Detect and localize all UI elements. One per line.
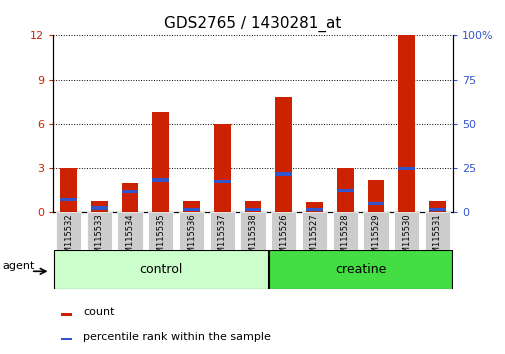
FancyBboxPatch shape — [209, 212, 234, 250]
FancyBboxPatch shape — [424, 212, 449, 250]
FancyBboxPatch shape — [240, 212, 265, 250]
Bar — [152, 178, 169, 182]
Bar — [306, 202, 322, 212]
Text: GSM115538: GSM115538 — [248, 213, 257, 264]
Bar — [244, 208, 261, 211]
Bar — [244, 201, 261, 212]
Text: GSM115528: GSM115528 — [340, 213, 349, 264]
Bar — [61, 338, 72, 341]
Bar — [54, 250, 267, 289]
Text: GSM115530: GSM115530 — [401, 213, 411, 264]
Text: GSM115531: GSM115531 — [432, 213, 441, 264]
Bar — [397, 166, 415, 170]
Bar — [336, 189, 353, 192]
Bar — [367, 202, 384, 205]
Bar — [60, 168, 77, 212]
Text: count: count — [83, 307, 115, 317]
FancyBboxPatch shape — [179, 212, 204, 250]
Bar — [269, 250, 451, 289]
Bar — [428, 201, 445, 212]
FancyBboxPatch shape — [86, 212, 112, 250]
Text: percentile rank within the sample: percentile rank within the sample — [83, 332, 271, 342]
Bar — [90, 206, 108, 210]
Text: GSM115527: GSM115527 — [310, 213, 318, 264]
Bar — [336, 168, 353, 212]
Bar — [275, 172, 291, 176]
Bar — [183, 208, 199, 211]
Bar — [367, 180, 384, 212]
Text: GSM115529: GSM115529 — [371, 213, 380, 264]
FancyBboxPatch shape — [56, 212, 81, 250]
Bar — [428, 208, 445, 211]
Text: GSM115533: GSM115533 — [94, 213, 104, 264]
Bar — [214, 180, 230, 183]
Bar — [152, 112, 169, 212]
FancyBboxPatch shape — [271, 212, 296, 250]
Text: GSM115536: GSM115536 — [187, 213, 195, 264]
FancyBboxPatch shape — [393, 212, 419, 250]
Bar — [121, 183, 138, 212]
Bar — [60, 198, 77, 201]
Text: GSM115532: GSM115532 — [64, 213, 73, 264]
Bar — [397, 35, 415, 212]
Text: creatine: creatine — [334, 263, 385, 276]
Text: GSM115534: GSM115534 — [125, 213, 134, 264]
FancyBboxPatch shape — [148, 212, 173, 250]
Bar — [183, 201, 199, 212]
FancyBboxPatch shape — [363, 212, 388, 250]
FancyBboxPatch shape — [117, 212, 142, 250]
Bar — [121, 190, 138, 193]
Bar — [61, 313, 72, 316]
Bar — [214, 124, 230, 212]
Text: GSM115526: GSM115526 — [279, 213, 288, 264]
Bar — [90, 201, 108, 212]
Text: control: control — [139, 263, 182, 276]
Text: GSM115535: GSM115535 — [156, 213, 165, 264]
Bar — [275, 97, 291, 212]
Text: GDS2765 / 1430281_at: GDS2765 / 1430281_at — [164, 16, 341, 32]
FancyBboxPatch shape — [332, 212, 357, 250]
Text: GSM115537: GSM115537 — [217, 213, 226, 264]
Bar — [306, 208, 322, 211]
FancyBboxPatch shape — [301, 212, 326, 250]
Text: agent: agent — [3, 261, 35, 271]
